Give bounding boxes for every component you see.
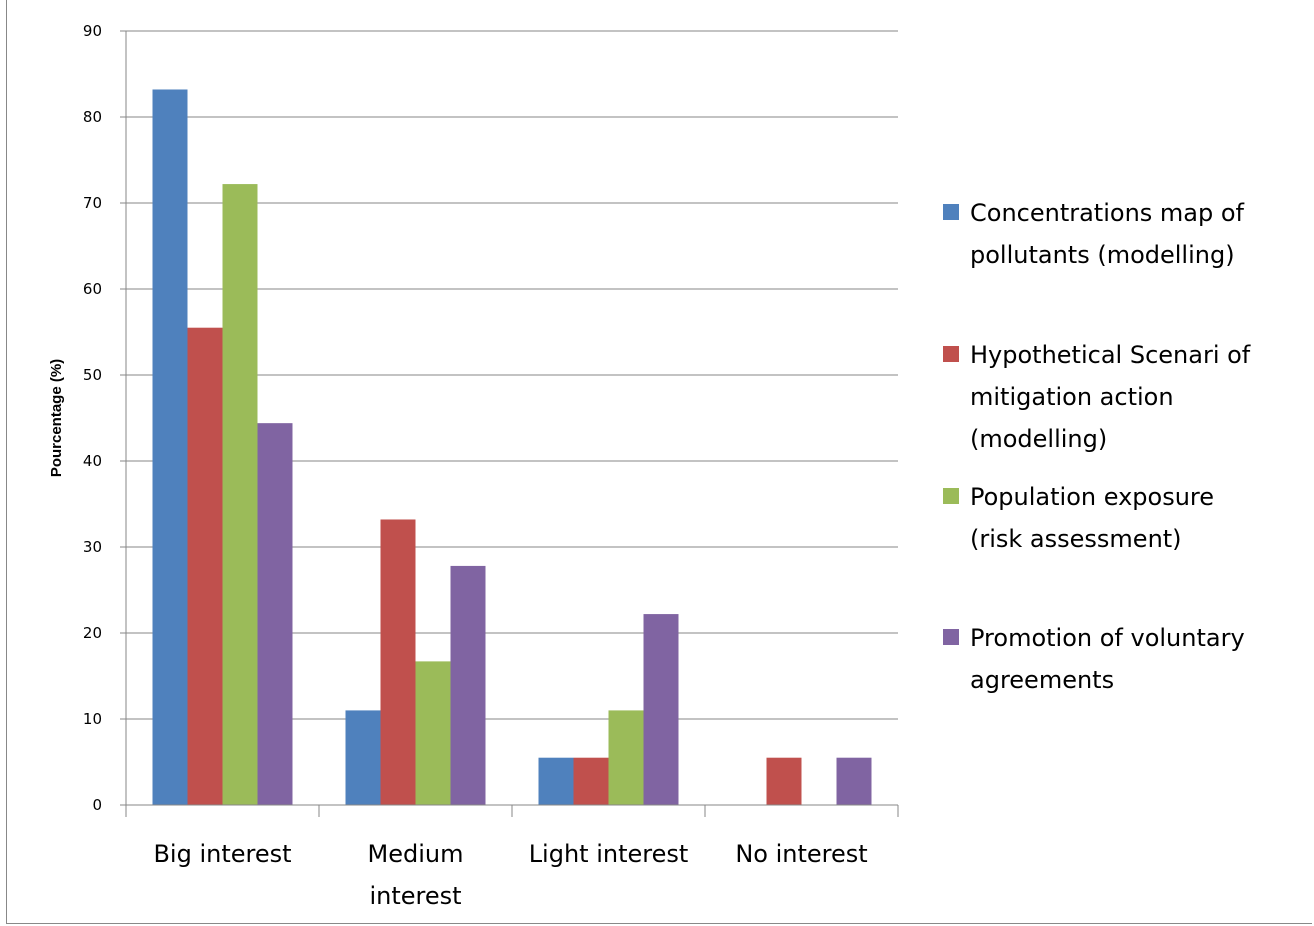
y-tick-label: 40 [83, 452, 102, 470]
legend: Concentrations map of pollutants (modelli… [943, 199, 1251, 694]
bar [187, 327, 223, 805]
gridlines [126, 30, 898, 720]
legend-label: Promotion of voluntary [970, 624, 1245, 652]
bar [538, 757, 574, 805]
legend-item: Population exposure (risk assessment) [943, 483, 1214, 553]
bar [222, 184, 258, 805]
x-tick-label: Medium [368, 840, 464, 868]
x-tick-label: interest [369, 882, 461, 910]
legend-label: Hypothetical Scenari of [970, 341, 1251, 369]
y-tick-label: 70 [83, 194, 102, 212]
axes [120, 30, 899, 817]
legend-item: Hypothetical Scenari of mitigation action… [943, 341, 1251, 453]
legend-item: Promotion of voluntary agreements [943, 624, 1245, 694]
y-tick-label: 0 [92, 796, 102, 814]
x-tick-label: Light interest [529, 840, 689, 868]
bar [380, 519, 416, 805]
legend-swatch [943, 488, 959, 504]
bar [608, 710, 644, 805]
bar [836, 757, 872, 805]
legend-label: (risk assessment) [970, 525, 1182, 553]
y-tick-label: 20 [83, 624, 102, 642]
bar [573, 757, 609, 805]
x-tick-label: No interest [735, 840, 867, 868]
bar [766, 757, 802, 805]
y-tick-label: 90 [83, 22, 102, 40]
legend-swatch [943, 204, 959, 220]
legend-swatch [943, 346, 959, 362]
legend-label: pollutants (modelling) [970, 241, 1235, 269]
legend-label: mitigation action [970, 383, 1174, 411]
y-tick-labels: 0 10 20 30 40 50 60 70 80 90 [83, 22, 102, 814]
bar [152, 89, 188, 806]
y-tick-label: 60 [83, 280, 102, 298]
x-tick-labels: Big interest Medium interest Light interest… [153, 840, 867, 910]
bar [345, 710, 381, 805]
bar [257, 423, 293, 805]
bars [152, 89, 872, 806]
bar [415, 661, 451, 805]
y-tick-label: 10 [83, 710, 102, 728]
legend-swatch [943, 629, 959, 645]
x-tick-label: Big interest [153, 840, 291, 868]
legend-label: Concentrations map of [970, 199, 1245, 227]
chart-frame [6, 0, 1312, 924]
y-tick-label: 30 [83, 538, 102, 556]
bar [450, 565, 486, 805]
legend-label: Population exposure [970, 483, 1214, 511]
legend-label: (modelling) [970, 425, 1107, 453]
y-tick-label: 80 [83, 108, 102, 126]
legend-item: Concentrations map of pollutants (modelli… [943, 199, 1245, 269]
y-axis-label: Pourcentage (%) [48, 359, 65, 477]
bar [643, 614, 679, 805]
legend-label: agreements [970, 666, 1114, 694]
y-tick-label: 50 [83, 366, 102, 384]
